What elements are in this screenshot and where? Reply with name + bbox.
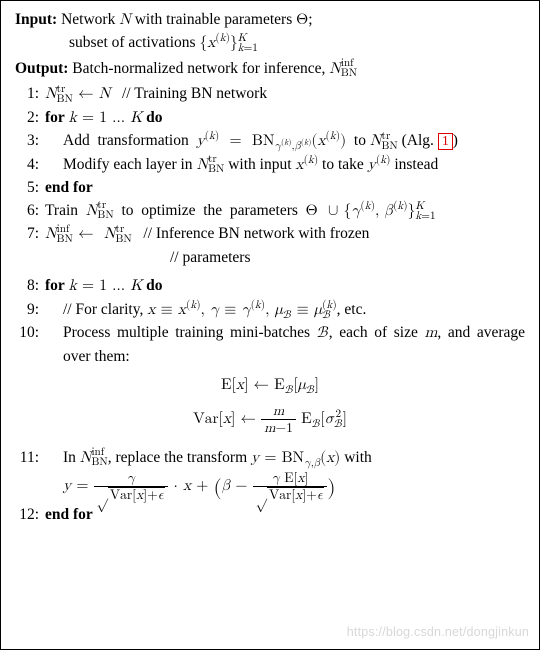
line-number: 1: — [15, 83, 45, 105]
line-number: 12: — [15, 504, 45, 526]
step-5: 5: end for — [15, 177, 525, 199]
step-4: 4: Modify each layer in NtrBN with input… — [15, 154, 525, 177]
step-12: 12: end for — [15, 504, 525, 526]
step-11: 11: In NinfBN, replace the transform y =… — [15, 447, 525, 470]
step-body: end for — [45, 504, 525, 526]
step-10: 10: Process multiple training mini-batch… — [15, 322, 525, 368]
equation-inference: y = γ√Var[x]+ϵ · x + (β − γ E[x]√Var[x]+… — [45, 471, 525, 504]
step-body: for k = 1 … K do — [45, 275, 525, 298]
step-6: 6: Train NtrBN to optimize the parameter… — [15, 200, 525, 223]
line-number: 3: — [15, 130, 45, 152]
step-body: NinfBN ← NtrBN // Inference BN network w… — [45, 223, 525, 269]
step-body: NtrBN ← N // Training BN network — [45, 83, 525, 106]
step-body: In NinfBN, replace the transform y = BNγ… — [45, 447, 525, 470]
step-body: Train NtrBN to optimize the parameters Θ… — [45, 200, 525, 223]
output-text: Batch-normalized network for inference, … — [72, 60, 357, 77]
line-number: 6: — [15, 200, 45, 222]
step-body: for k = 1 … K do — [45, 107, 525, 130]
equation-var: Var[x] ← mm−1 Eℬ[σ2ℬ] — [15, 404, 525, 436]
step-2: 2: for k = 1 … K do — [15, 107, 525, 130]
line-number: 7: — [15, 223, 45, 245]
step-7: 7: NinfBN ← NtrBN // Inference BN networ… — [15, 223, 525, 269]
line-number: 4: — [15, 154, 45, 176]
line-number: 8: — [15, 275, 45, 297]
line-number: 9: — [15, 299, 45, 321]
output-section: Output: Batch-normalized network for inf… — [15, 58, 525, 81]
output-label: Output: — [15, 60, 68, 77]
alg-ref-1: 1 — [438, 133, 453, 150]
step-body: Process multiple training mini-batches ℬ… — [45, 322, 525, 368]
step-1: 1: NtrBN ← N // Training BN network — [15, 83, 525, 106]
input-text-2: subset of activations {x(k)}Kk=1 — [15, 32, 525, 55]
line-number: 5: — [15, 177, 45, 199]
input-label: Input: — [15, 11, 57, 28]
algorithm-box: Input: Network N with trainable paramete… — [0, 0, 540, 650]
step-body: Modify each layer in NtrBN with input x(… — [45, 154, 525, 177]
step-11-eq: y = γ√Var[x]+ϵ · x + (β − γ E[x]√Var[x]+… — [15, 471, 525, 504]
line-number: 2: — [15, 107, 45, 129]
step-body: end for — [45, 177, 525, 199]
step-9: 9: // For clarity, x ≡ x(k), γ ≡ γ(k), μ… — [15, 299, 525, 322]
input-text-1: Network N with trainable parameters Θ; — [61, 11, 312, 28]
step-8: 8: for k = 1 … K do — [15, 275, 525, 298]
equation-mean: E[x] ← Eℬ[μℬ] — [15, 374, 525, 397]
step-3: 3: Add transformation y(k) = BNγ(k),β(k)… — [15, 130, 525, 153]
line-number: 11: — [15, 447, 45, 469]
step-body: Add transformation y(k) = BNγ(k),β(k)(x(… — [45, 130, 525, 153]
step-body: // For clarity, x ≡ x(k), γ ≡ γ(k), μℬ ≡… — [45, 299, 525, 322]
line-number: 10: — [15, 322, 45, 344]
input-section: Input: Network N with trainable paramete… — [15, 9, 525, 56]
watermark: https://blog.csdn.net/dongjinkun — [347, 623, 529, 641]
